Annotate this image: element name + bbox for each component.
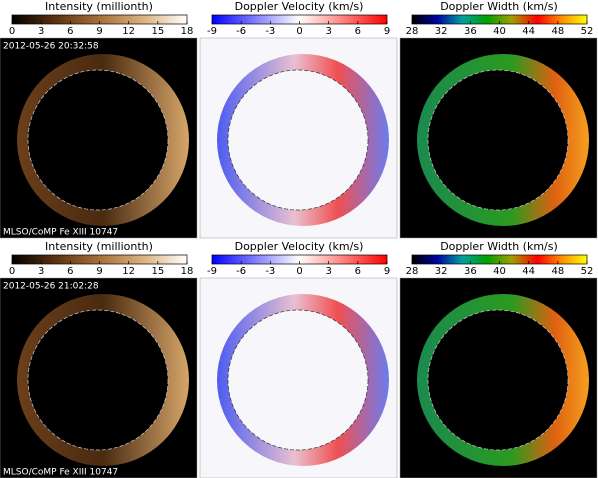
tick-label: 28 xyxy=(406,26,419,37)
occulter xyxy=(27,309,169,451)
occulter xyxy=(427,309,569,451)
tick-label: 44 xyxy=(522,26,535,37)
tick-label: 15 xyxy=(151,26,164,37)
tick-label: 9 xyxy=(384,26,390,37)
tick-label: 0 xyxy=(296,266,302,277)
tick-label: -3 xyxy=(265,266,275,277)
tick-label: 12 xyxy=(122,266,135,277)
tick-label: 6 xyxy=(355,26,361,37)
colorbar-title: Intensity (millionth) xyxy=(45,0,153,13)
tick-label: 15 xyxy=(151,266,164,277)
tick-label: -3 xyxy=(265,26,275,37)
tick-label: 3 xyxy=(325,266,331,277)
tick-label: 12 xyxy=(122,26,135,37)
colorbar-title: Doppler Width (km/s) xyxy=(440,0,558,13)
instrument-label: MLSO/CoMP Fe XIII 10747 xyxy=(3,468,118,478)
tick-label: 6 xyxy=(355,266,361,277)
tick-label: 36 xyxy=(464,26,477,37)
colorbar-title: Intensity (millionth) xyxy=(45,240,153,253)
tick-label: 6 xyxy=(67,26,73,37)
timestamp: 2012-05-26 21:02:28 xyxy=(3,282,99,292)
tick-label: 18 xyxy=(181,266,194,277)
tick-label: 3 xyxy=(325,26,331,37)
tick-label: 0 xyxy=(9,266,15,277)
tick-label: 9 xyxy=(96,26,102,37)
colorbar-title: Doppler Width (km/s) xyxy=(440,240,558,253)
tick-label: 52 xyxy=(581,266,594,277)
tick-label: 3 xyxy=(38,26,44,37)
tick-label: 36 xyxy=(464,266,477,277)
tick-label: 40 xyxy=(493,266,506,277)
timestamp: 2012-05-26 20:32:58 xyxy=(3,42,99,52)
tick-label: 48 xyxy=(551,266,564,277)
tick-label: 28 xyxy=(406,266,419,277)
tick-label: 32 xyxy=(435,26,448,37)
tick-label: -6 xyxy=(236,26,246,37)
colorbar-title: Doppler Velocity (km/s) xyxy=(235,240,364,253)
tick-label: -9 xyxy=(207,266,217,277)
tick-label: 0 xyxy=(9,26,15,37)
tick-label: -9 xyxy=(207,26,217,37)
tick-label: 40 xyxy=(493,26,506,37)
tick-label: 52 xyxy=(581,26,594,37)
instrument-label: MLSO/CoMP Fe XIII 10747 xyxy=(3,228,118,238)
tick-label: 9 xyxy=(96,266,102,277)
tick-label: 3 xyxy=(38,266,44,277)
tick-label: 18 xyxy=(181,26,194,37)
tick-label: 32 xyxy=(435,266,448,277)
occulter xyxy=(227,69,369,211)
occulter xyxy=(427,69,569,211)
occulter xyxy=(27,69,169,211)
colorbar-title: Doppler Velocity (km/s) xyxy=(235,0,364,13)
tick-label: -6 xyxy=(236,266,246,277)
tick-label: 9 xyxy=(384,266,390,277)
tick-label: 48 xyxy=(551,26,564,37)
tick-label: 6 xyxy=(67,266,73,277)
occulter xyxy=(227,309,369,451)
tick-label: 44 xyxy=(522,266,535,277)
tick-label: 0 xyxy=(296,26,302,37)
